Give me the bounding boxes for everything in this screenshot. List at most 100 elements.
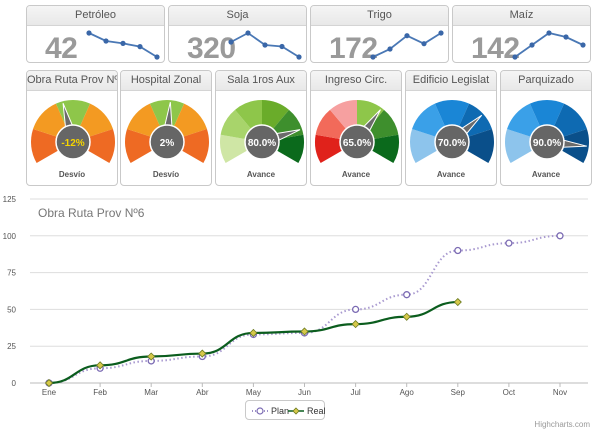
- gauge-band: [410, 129, 452, 163]
- real-point[interactable]: [453, 297, 462, 307]
- series-line-real: [48, 300, 458, 385]
- gauge-band: [505, 129, 547, 163]
- real-point[interactable]: [198, 349, 207, 358]
- real-point[interactable]: [402, 312, 411, 321]
- stat-card-2: Trigo 172: [310, 5, 449, 63]
- sparkline-point: [529, 42, 535, 48]
- gauge-hub: [55, 124, 91, 160]
- sparkline-point: [404, 33, 410, 39]
- gauge-value: -12%: [61, 138, 84, 149]
- gauge-dial: -12%: [30, 100, 115, 163]
- gauge-dial: 80.0%: [220, 100, 304, 163]
- x-tick-label: Nov: [553, 388, 567, 397]
- stat-card-value: 320: [187, 32, 236, 63]
- gauge-title: Sala 1ros Aux: [216, 71, 306, 91]
- x-tick-label: Abr: [196, 388, 209, 397]
- y-tick-label: 25: [7, 342, 16, 351]
- gauge-footer: Avance: [246, 170, 276, 179]
- real-point[interactable]: [147, 352, 156, 361]
- gauge-title: Obra Ruta Prov Nº6: [27, 71, 117, 91]
- stat-card-0: Petróleo 42: [26, 5, 165, 63]
- chart-legend[interactable]: Plan Real: [245, 400, 326, 420]
- gauge-band: [434, 100, 470, 142]
- real-point[interactable]: [44, 378, 54, 388]
- sparkline-point: [370, 54, 376, 60]
- gauge-dial: 70.0%: [410, 100, 494, 163]
- plan-point[interactable]: [351, 305, 360, 314]
- legend-plan-label[interactable]: Plan: [271, 406, 289, 416]
- plan-point[interactable]: [505, 239, 513, 247]
- real-point[interactable]: [300, 327, 309, 336]
- line-chart: 0 25 50 75 100 125 Obra Ruta Prov Nº6 Ene Feb Mar…: [3, 195, 588, 397]
- y-tick-label: 100: [3, 232, 17, 241]
- credits-link[interactable]: Highcharts.com: [534, 420, 590, 429]
- plan-point[interactable]: [556, 232, 564, 240]
- sparkline-point: [546, 30, 552, 36]
- sparkline: [228, 30, 302, 60]
- gauge-band: [125, 129, 167, 163]
- x-tick-label: Jun: [298, 388, 311, 397]
- gauge-title: Edificio Legislat: [406, 71, 496, 91]
- plan-point[interactable]: [403, 291, 411, 299]
- sparkline-point: [86, 30, 92, 36]
- gauge-band: [167, 129, 209, 163]
- x-tick-label: Jul: [350, 388, 360, 397]
- gauge-card-4: Edificio Legislat 70.0% Avance: [405, 70, 497, 186]
- gauge-hub: [339, 124, 375, 160]
- real-point[interactable]: [249, 328, 258, 338]
- stat-card-1: Soja 320: [168, 5, 307, 63]
- x-tick-label: Mar: [144, 388, 158, 397]
- gauge-footer: Desvío: [152, 170, 180, 179]
- sparkline-point: [103, 38, 109, 44]
- stat-card-value: 172: [329, 32, 378, 63]
- gauge-card-3: Ingreso Circ. 65.0% Avance: [310, 70, 402, 186]
- stat-card-value: 142: [471, 32, 520, 63]
- gauge-value: 65.0%: [343, 138, 371, 149]
- gauge-card-5: Parquizado 90.0% Avance: [500, 70, 592, 186]
- sparkline-point: [154, 54, 160, 60]
- legend-real-label[interactable]: Real: [307, 406, 326, 416]
- y-tick-label: 50: [7, 305, 16, 314]
- y-tick-label: 125: [3, 195, 17, 204]
- sparkline: [512, 30, 586, 60]
- sparkline-point: [245, 30, 251, 36]
- x-tick-label: Ago: [400, 388, 415, 397]
- gauge-value: 90.0%: [533, 138, 561, 149]
- x-tick-label: Oct: [503, 388, 516, 397]
- y-tick-label: 75: [7, 269, 16, 278]
- gauge-dial: 65.0%: [315, 100, 399, 163]
- gauge-card-2: Sala 1ros Aux 80.0% Avance: [215, 70, 307, 186]
- sparkline-point: [438, 30, 444, 36]
- gauge-title: Hospital Zonal: [121, 71, 211, 91]
- sparkline: [86, 30, 160, 60]
- gauge-footer: Avance: [436, 170, 466, 179]
- gauge-band: [30, 129, 73, 163]
- gauge-card-0: Obra Ruta Prov Nº6 -12% Desvío: [26, 70, 118, 186]
- gauge-band: [73, 129, 115, 163]
- legend-plan-marker: [256, 407, 264, 415]
- gauge-value: 80.0%: [248, 138, 276, 149]
- x-tick-label: Ene: [42, 388, 57, 397]
- real-point[interactable]: [96, 361, 105, 370]
- real-point[interactable]: [351, 320, 360, 329]
- gauge-title: Parquizado: [501, 71, 591, 91]
- gauge-value: 2%: [160, 138, 175, 149]
- gauge-band: [529, 100, 565, 142]
- x-tick-label: Feb: [93, 388, 107, 397]
- chart-title: Obra Ruta Prov Nº6: [38, 206, 145, 220]
- gauge-card-1: Hospital Zonal 2% Desvío: [120, 70, 212, 186]
- stat-card-value: 42: [45, 32, 78, 63]
- gauge-footer: Avance: [341, 170, 371, 179]
- stat-card-title: Trigo: [311, 6, 448, 26]
- sparkline-point: [296, 54, 302, 60]
- gauge-title: Ingreso Circ.: [311, 71, 401, 91]
- gauge-dial: 90.0%: [505, 100, 589, 163]
- gauge-footer: Avance: [531, 170, 561, 179]
- x-tick-label: May: [246, 388, 261, 397]
- stat-card-title: Maíz: [453, 6, 590, 26]
- gauge-dial: 2%: [125, 100, 209, 163]
- sparkline-point: [262, 42, 268, 48]
- sparkline-point: [421, 41, 427, 47]
- plan-point[interactable]: [454, 246, 462, 255]
- sparkline-point: [387, 46, 393, 52]
